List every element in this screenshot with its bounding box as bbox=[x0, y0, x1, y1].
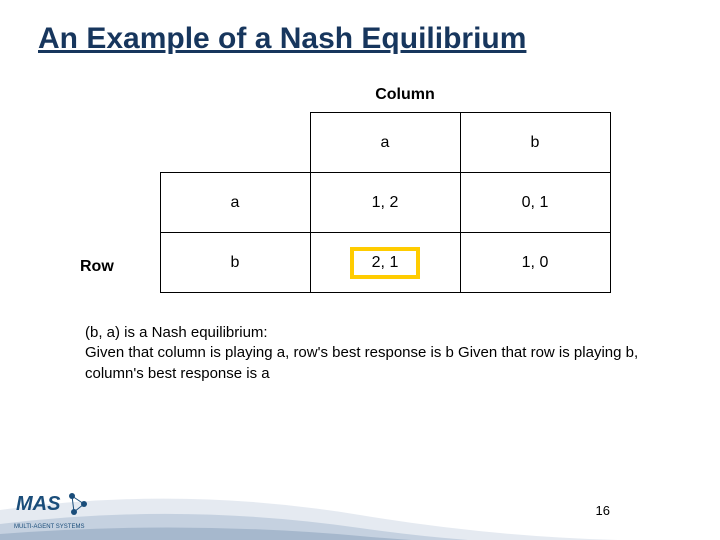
row-player-label: Row bbox=[80, 258, 114, 276]
footer-swoosh-graphic bbox=[0, 480, 720, 540]
slide-title: An Example of a Nash Equilibrium bbox=[0, 0, 720, 56]
column-player-label: Column bbox=[0, 86, 720, 104]
col-header-b: b bbox=[460, 113, 610, 173]
payoff-cell-b-a-value: 2, 1 bbox=[372, 254, 399, 271]
payoff-matrix: a b a 1, 2 0, 1 b 2, 1 1, 0 bbox=[160, 112, 611, 293]
explanation-text: (b, a) is a Nash equilibrium: Given that… bbox=[0, 293, 720, 384]
col-header-a: a bbox=[310, 113, 460, 173]
payoff-cell-b-a: 2, 1 bbox=[310, 233, 460, 293]
payoff-cell-a-b: 0, 1 bbox=[460, 173, 610, 233]
logo-subtext: MULTI-AGENT SYSTEMS bbox=[14, 524, 84, 530]
logo-text: MAS bbox=[16, 493, 61, 515]
row-header-b: b bbox=[160, 233, 310, 293]
payoff-cell-b-b: 1, 0 bbox=[460, 233, 610, 293]
mas-logo: MAS MULTI-AGENT SYSTEMS bbox=[12, 488, 92, 534]
page-number: 16 bbox=[596, 503, 610, 518]
payoff-cell-a-a: 1, 2 bbox=[310, 173, 460, 233]
row-header-a: a bbox=[160, 173, 310, 233]
matrix-corner-empty bbox=[160, 113, 310, 173]
